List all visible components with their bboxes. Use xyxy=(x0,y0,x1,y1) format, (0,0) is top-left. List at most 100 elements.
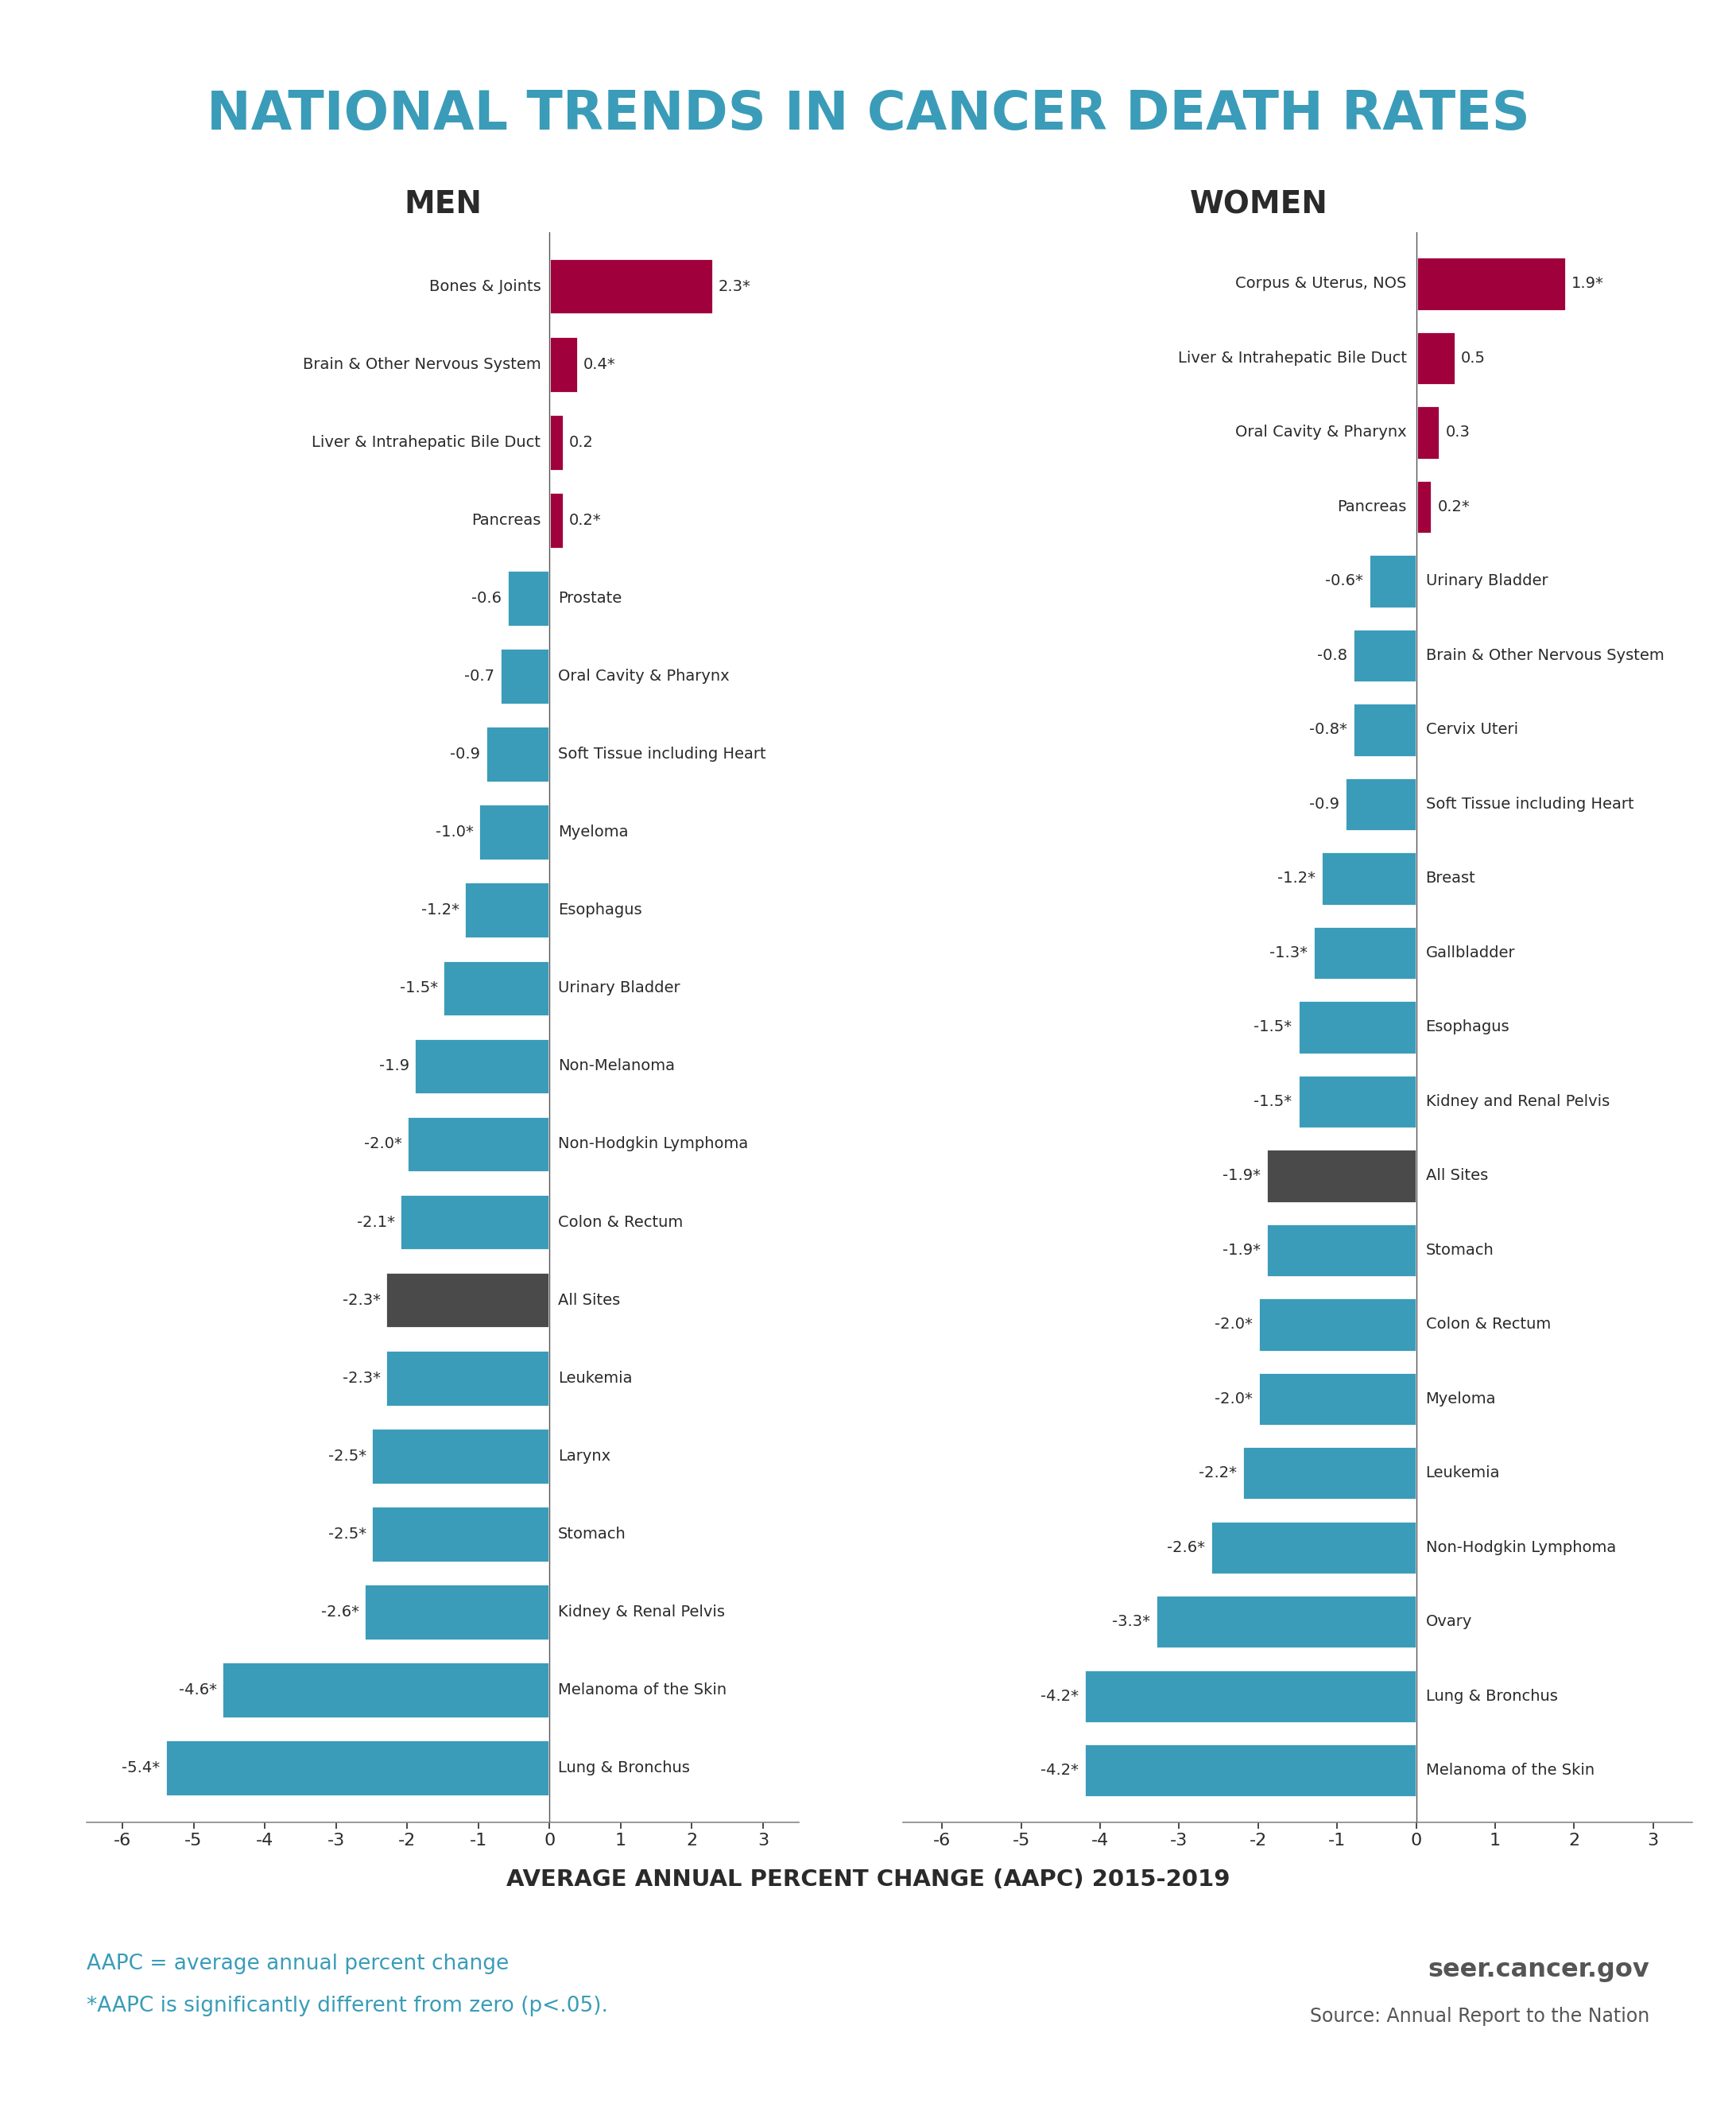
Bar xyxy=(486,727,549,782)
Bar xyxy=(365,1584,549,1639)
Bar xyxy=(479,805,549,860)
Bar xyxy=(1243,1445,1417,1500)
Text: -1.2*: -1.2* xyxy=(420,902,458,919)
Bar xyxy=(385,1273,549,1327)
Bar xyxy=(1417,257,1566,310)
Text: -4.2*: -4.2* xyxy=(1040,1688,1078,1705)
Text: Pancreas: Pancreas xyxy=(472,512,542,529)
Bar xyxy=(1345,777,1417,830)
Text: Prostate: Prostate xyxy=(557,590,621,607)
Bar xyxy=(1085,1745,1417,1797)
Bar xyxy=(385,1351,549,1405)
Text: All Sites: All Sites xyxy=(1425,1167,1488,1184)
Bar xyxy=(507,571,549,626)
Text: Melanoma of the Skin: Melanoma of the Skin xyxy=(1425,1764,1594,1778)
Bar xyxy=(1352,628,1417,683)
Text: Kidney and Renal Pelvis: Kidney and Renal Pelvis xyxy=(1425,1094,1609,1108)
Bar xyxy=(406,1117,549,1171)
Text: -2.3*: -2.3* xyxy=(342,1370,380,1386)
Bar xyxy=(443,961,549,1016)
Text: -3.3*: -3.3* xyxy=(1111,1614,1149,1629)
Text: Melanoma of the Skin: Melanoma of the Skin xyxy=(557,1681,727,1698)
Bar xyxy=(372,1429,549,1483)
Text: Colon & Rectum: Colon & Rectum xyxy=(557,1214,682,1230)
Text: -1.5*: -1.5* xyxy=(1253,1020,1292,1035)
Bar xyxy=(1297,1001,1417,1054)
Text: -0.8: -0.8 xyxy=(1318,649,1347,664)
Text: Non-Melanoma: Non-Melanoma xyxy=(557,1058,675,1075)
Text: -2.0*: -2.0* xyxy=(1215,1391,1253,1405)
Text: -2.2*: -2.2* xyxy=(1198,1466,1236,1481)
Text: Colon & Rectum: Colon & Rectum xyxy=(1425,1317,1550,1332)
Text: -0.6*: -0.6* xyxy=(1325,573,1363,588)
Text: 0.2*: 0.2* xyxy=(569,512,601,529)
Text: -1.5*: -1.5* xyxy=(1253,1094,1292,1108)
Text: 0.4*: 0.4* xyxy=(583,356,615,373)
Text: 2.3*: 2.3* xyxy=(719,278,750,293)
Bar xyxy=(1266,1224,1417,1277)
Text: Leukemia: Leukemia xyxy=(557,1370,632,1386)
Text: Esophagus: Esophagus xyxy=(557,902,642,919)
Bar xyxy=(372,1507,549,1561)
Bar xyxy=(1156,1595,1417,1648)
Text: Bones & Joints: Bones & Joints xyxy=(429,278,542,293)
Bar xyxy=(464,883,549,938)
Bar xyxy=(549,337,578,392)
Text: MEN: MEN xyxy=(404,190,481,219)
Text: Pancreas: Pancreas xyxy=(1337,499,1406,514)
Text: -4.2*: -4.2* xyxy=(1040,1764,1078,1778)
Bar xyxy=(1259,1298,1417,1351)
Bar xyxy=(1417,480,1432,533)
Text: Source: Annual Report to the Nation: Source: Annual Report to the Nation xyxy=(1309,2006,1649,2027)
Text: Oral Cavity & Pharynx: Oral Cavity & Pharynx xyxy=(1236,426,1406,440)
Bar xyxy=(549,415,564,470)
Text: -2.6*: -2.6* xyxy=(1167,1540,1205,1555)
Text: -0.9: -0.9 xyxy=(1309,796,1340,811)
Text: Stomach: Stomach xyxy=(557,1525,627,1542)
Text: -1.9*: -1.9* xyxy=(1222,1243,1260,1258)
Text: Urinary Bladder: Urinary Bladder xyxy=(557,980,681,997)
Text: -0.8*: -0.8* xyxy=(1309,723,1347,737)
Bar xyxy=(222,1662,549,1717)
Bar xyxy=(165,1740,549,1795)
Text: Lung & Bronchus: Lung & Bronchus xyxy=(1425,1688,1557,1705)
Text: NATIONAL TRENDS IN CANCER DEATH RATES: NATIONAL TRENDS IN CANCER DEATH RATES xyxy=(207,88,1529,141)
Text: Lung & Bronchus: Lung & Bronchus xyxy=(557,1761,689,1776)
Text: -2.0*: -2.0* xyxy=(1215,1317,1253,1332)
Text: -1.2*: -1.2* xyxy=(1278,870,1316,887)
Bar xyxy=(1266,1148,1417,1203)
Bar xyxy=(415,1039,549,1094)
Text: 0.2: 0.2 xyxy=(569,434,594,451)
Text: Stomach: Stomach xyxy=(1425,1243,1493,1258)
Text: -2.5*: -2.5* xyxy=(328,1448,366,1464)
Text: AAPC = average annual percent change: AAPC = average annual percent change xyxy=(87,1953,509,1974)
Text: Myeloma: Myeloma xyxy=(557,824,628,841)
Text: WOMEN: WOMEN xyxy=(1189,190,1328,219)
Text: Oral Cavity & Pharynx: Oral Cavity & Pharynx xyxy=(557,668,729,685)
Bar xyxy=(1210,1521,1417,1574)
Text: Myeloma: Myeloma xyxy=(1425,1391,1496,1405)
Text: Cervix Uteri: Cervix Uteri xyxy=(1425,723,1517,737)
Text: -1.0*: -1.0* xyxy=(436,824,474,841)
Text: -1.9*: -1.9* xyxy=(1222,1167,1260,1184)
Text: Corpus & Uterus, NOS: Corpus & Uterus, NOS xyxy=(1236,276,1406,291)
Text: Soft Tissue including Heart: Soft Tissue including Heart xyxy=(1425,796,1634,811)
Bar xyxy=(1417,407,1439,459)
Bar xyxy=(1314,927,1417,980)
Text: Breast: Breast xyxy=(1425,870,1476,887)
Text: Urinary Bladder: Urinary Bladder xyxy=(1425,573,1549,588)
Bar xyxy=(1368,554,1417,609)
Text: -2.3*: -2.3* xyxy=(342,1292,380,1308)
Text: Liver & Intrahepatic Bile Duct: Liver & Intrahepatic Bile Duct xyxy=(1177,350,1406,367)
Text: Liver & Intrahepatic Bile Duct: Liver & Intrahepatic Bile Duct xyxy=(312,434,542,451)
Text: -2.5*: -2.5* xyxy=(328,1525,366,1542)
Text: 0.2*: 0.2* xyxy=(1437,499,1470,514)
Text: 1.9*: 1.9* xyxy=(1571,276,1604,291)
Bar xyxy=(399,1195,549,1249)
Bar xyxy=(1297,1075,1417,1127)
Bar xyxy=(549,259,713,314)
Text: -1.9: -1.9 xyxy=(378,1058,410,1075)
Text: Soft Tissue including Heart: Soft Tissue including Heart xyxy=(557,746,766,763)
Text: Gallbladder: Gallbladder xyxy=(1425,946,1516,961)
Bar xyxy=(500,649,549,704)
